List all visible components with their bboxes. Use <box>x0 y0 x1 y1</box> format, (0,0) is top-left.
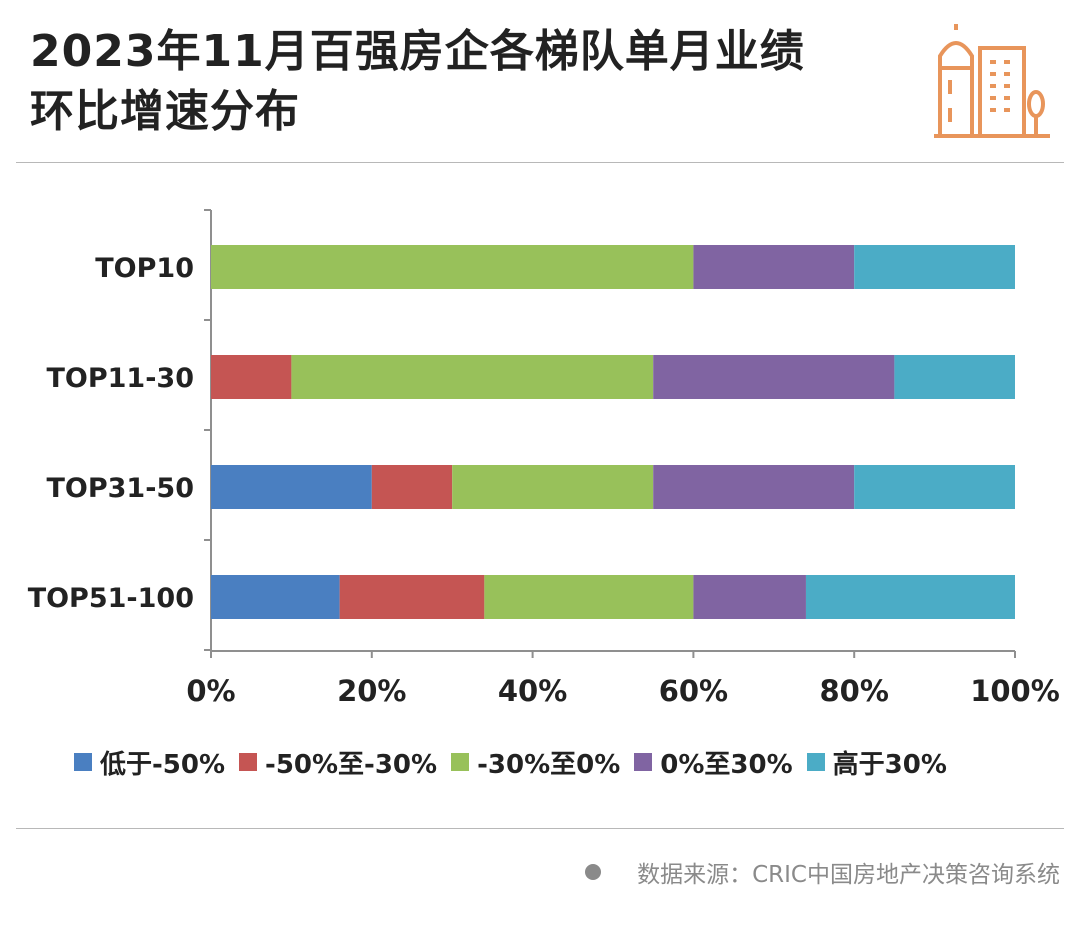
x-tick-label: 20% <box>337 674 406 708</box>
x-tick-label: 40% <box>498 674 567 708</box>
legend-swatch <box>806 753 825 771</box>
header-divider <box>16 162 1064 163</box>
bar-segment <box>211 575 340 619</box>
bar-segment <box>211 355 292 399</box>
chart-title: 2023年11月百强房企各梯队单月业绩 环比增速分布 <box>30 22 910 142</box>
footer-divider <box>16 828 1064 829</box>
legend-swatch <box>634 753 653 771</box>
category-label: TOP10 <box>95 253 194 284</box>
bar-segment <box>653 355 895 399</box>
bar-segment <box>371 465 453 509</box>
bar-segment <box>894 355 1015 399</box>
chart-title-line-2: 环比增速分布 <box>30 86 300 137</box>
bullet-icon <box>585 864 602 880</box>
bar-segment <box>452 465 654 509</box>
buildings-icon <box>934 24 1050 138</box>
bar-segment <box>805 575 1015 619</box>
bar-segment <box>653 465 855 509</box>
x-tick-label: 60% <box>659 674 728 708</box>
legend-item: -50%至-30% <box>239 744 437 781</box>
bar-segment <box>693 245 855 289</box>
bar-segment <box>484 575 694 619</box>
legend-item: 0%至30% <box>634 744 793 781</box>
bar-segment <box>339 575 485 619</box>
bar-segment <box>854 245 1015 289</box>
source-note: 数据来源：CRIC中国房地产决策咨询系统 <box>585 855 1060 889</box>
legend-item: 低于-50% <box>74 744 225 781</box>
bar-segment <box>291 355 654 399</box>
legend-label: -50%至-30% <box>265 749 438 780</box>
legend: 低于-50% -50%至-30% -30%至0% 0%至30% 高于30% <box>74 742 961 782</box>
chart-title-line-1: 2023年11月百强房企各梯队单月业绩 <box>30 26 805 77</box>
legend-label: 低于-50% <box>100 749 226 780</box>
x-tick-label: 80% <box>819 674 888 708</box>
legend-label: -30%至0% <box>477 749 621 780</box>
legend-swatch <box>451 753 470 771</box>
stacked-bar-chart: 0% 20% 40% 60% 80% 100% TOP10 TOP11-30 TOP31-50 T… <box>28 209 1060 708</box>
x-tick-label: 0% <box>186 674 235 708</box>
legend-label: 高于30% <box>832 749 947 780</box>
bar-segment <box>211 465 372 509</box>
legend-swatch <box>239 753 258 771</box>
bar-segment <box>854 465 1015 509</box>
category-label: TOP11-30 <box>46 363 194 394</box>
x-tick-label: 100% <box>970 674 1060 708</box>
bar-segment <box>693 575 806 619</box>
legend-item: -30%至0% <box>451 744 620 781</box>
legend-item: 高于30% <box>806 744 947 781</box>
source-text: 数据来源：CRIC中国房地产决策咨询系统 <box>637 862 1060 888</box>
category-label: TOP31-50 <box>46 473 194 504</box>
legend-swatch <box>74 753 92 771</box>
category-label: TOP51-100 <box>28 583 194 614</box>
bar-segment <box>211 245 694 289</box>
legend-label: 0%至30% <box>660 749 793 780</box>
